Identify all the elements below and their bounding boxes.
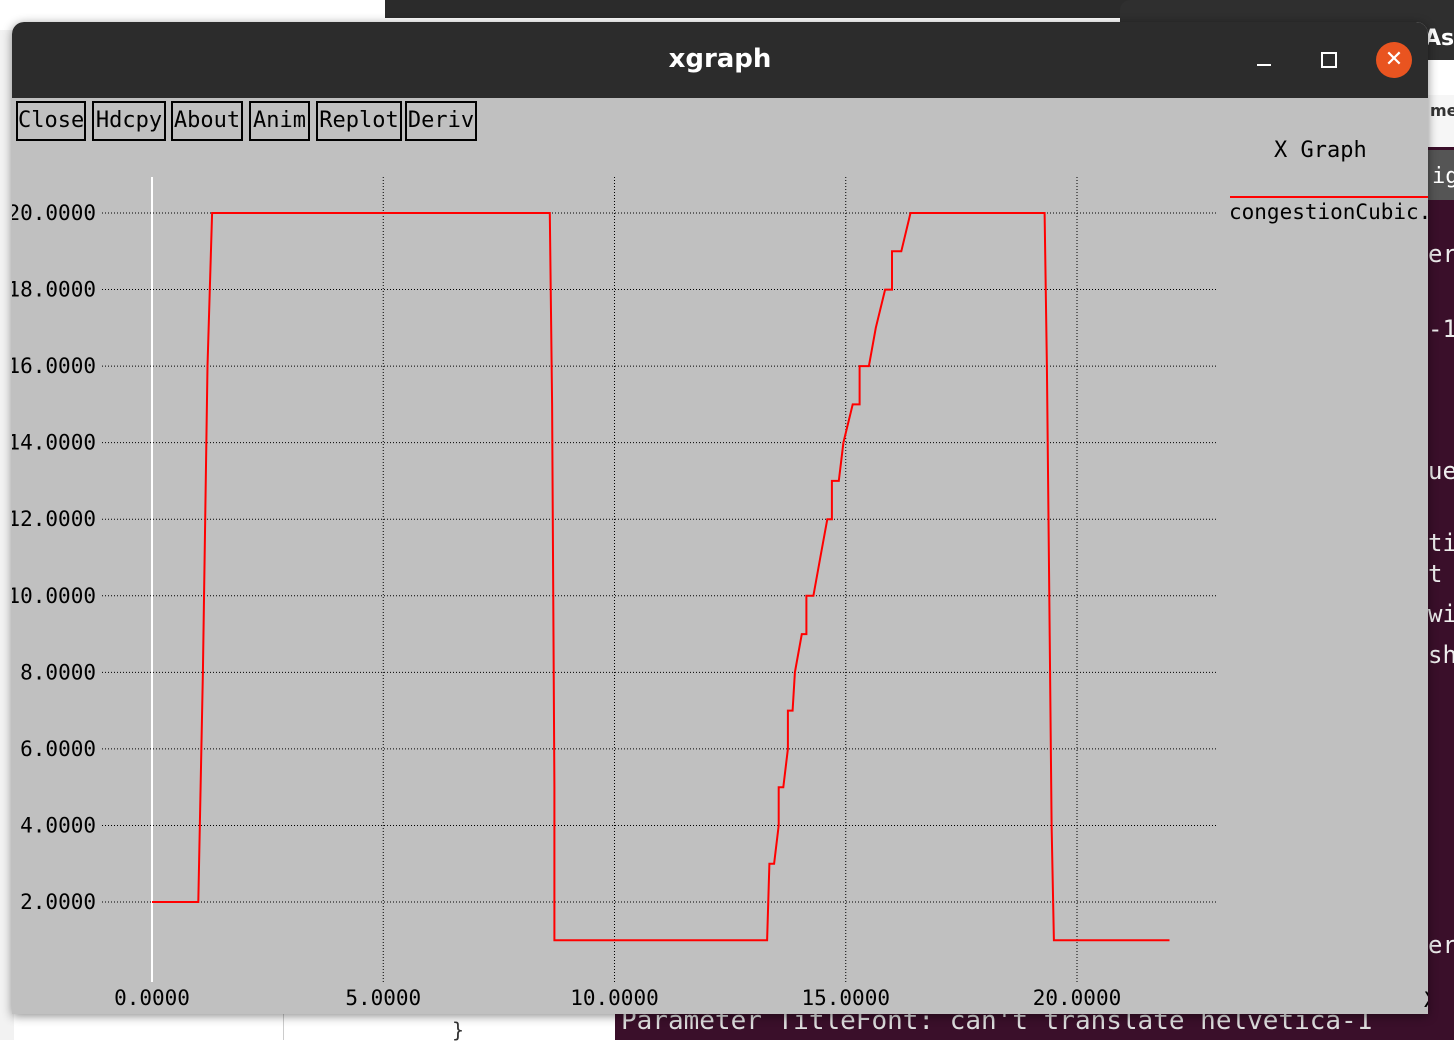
terminal-fragment: wi	[1428, 600, 1454, 628]
x-tick-label: 0.0000	[114, 986, 190, 1010]
window-title: xgraph	[668, 44, 772, 74]
x-tick-label: 5.0000	[345, 986, 421, 1010]
background-code-brace: }	[452, 1018, 465, 1042]
x-tick-label: 10.0000	[570, 986, 659, 1010]
background-window-text: As	[1424, 26, 1454, 51]
replot-button[interactable]: Replot	[316, 101, 402, 141]
hdcpy-button[interactable]: Hdcpy	[92, 101, 166, 141]
y-tick-label: 4.0000	[20, 813, 96, 837]
terminal-fragment: ue	[1428, 457, 1454, 485]
close-button[interactable]: Close	[16, 101, 86, 141]
background-window-top	[385, 0, 1185, 18]
y-tick-label: 14.0000	[12, 431, 96, 455]
x-axis-label: X	[1424, 988, 1428, 1012]
legend-swatch	[1230, 196, 1428, 198]
background-right-tab-text: ig	[1432, 164, 1454, 189]
legend-label: congestionCubic.xg	[1229, 200, 1428, 224]
background-terminal-bottom: Parameter TitleFont: can't translate hel…	[615, 1012, 1454, 1040]
terminal-fragment: -1	[1428, 315, 1454, 343]
y-tick-label: 8.0000	[20, 660, 96, 684]
y-tick-label: 18.0000	[12, 278, 96, 302]
terminal-fragment: sh	[1428, 641, 1454, 669]
background-left-window	[0, 30, 14, 1040]
window-titlebar[interactable]: xgraph ✕	[12, 22, 1428, 98]
close-icon[interactable]: ✕	[1376, 42, 1412, 78]
y-tick-label: 10.0000	[12, 584, 96, 608]
xgraph-window: xgraph ✕ Close Hdcpy About Anim Replot D…	[12, 22, 1428, 1014]
y-tick-label: 6.0000	[20, 737, 96, 761]
y-tick-label: 12.0000	[12, 507, 96, 531]
background-right-panel-text: me	[1430, 101, 1454, 120]
terminal-fragment: t	[1428, 560, 1443, 588]
terminal-fragment: ti	[1428, 529, 1454, 557]
background-divider	[283, 1012, 284, 1040]
y-tick-label: 16.0000	[12, 354, 96, 378]
graph-title: X Graph	[1274, 138, 1367, 163]
background-right-tab: ig	[1426, 150, 1454, 200]
deriv-button[interactable]: Deriv	[405, 101, 477, 141]
background-terminal-right: er -1 ue ti t wi sh er	[1426, 95, 1454, 1040]
maximize-icon[interactable]	[1311, 42, 1347, 78]
terminal-output-text: Parameter TitleFont: can't translate hel…	[621, 1012, 1373, 1036]
terminal-fragment: er	[1428, 240, 1454, 268]
about-button[interactable]: About	[171, 101, 243, 141]
terminal-fragment: er	[1428, 931, 1454, 959]
anim-button[interactable]: Anim	[249, 101, 310, 141]
y-tick-label: 20.0000	[12, 201, 96, 225]
x-tick-label: 20.0000	[1033, 986, 1122, 1010]
plot-area: 2.0000 4.0000 6.0000 8.0000 10.0000 12.0000 14…	[12, 177, 1217, 1010]
minimize-icon[interactable]	[1246, 42, 1282, 78]
x-tick-label: 15.0000	[801, 986, 890, 1010]
y-tick-label: 2.0000	[20, 890, 96, 914]
background-right-panel: me	[1426, 95, 1454, 147]
series-line	[152, 212, 1170, 942]
